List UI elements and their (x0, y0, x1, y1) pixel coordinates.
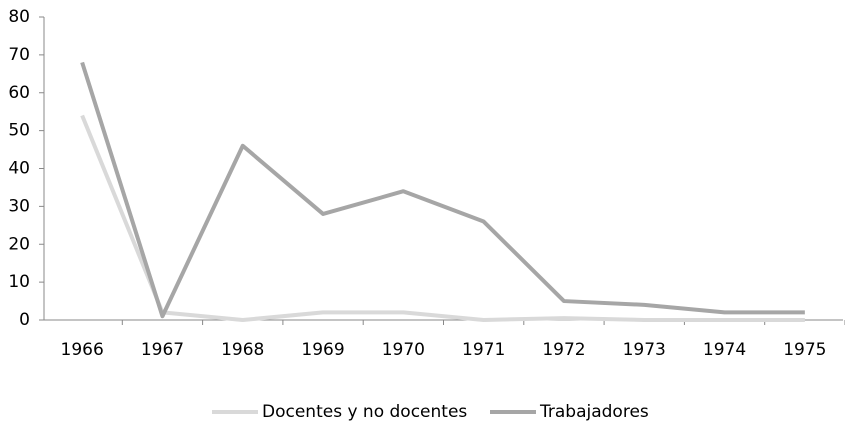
legend-label: Docentes y no docentes (262, 402, 467, 422)
x-tick-label: 1970 (382, 340, 425, 360)
y-tick-label: 0 (19, 310, 30, 330)
x-tick-label: 1968 (221, 340, 264, 360)
x-tick-label: 1966 (61, 340, 104, 360)
y-tick-label: 50 (8, 121, 30, 141)
y-tick-label: 70 (8, 45, 30, 65)
x-tick-label: 1971 (462, 340, 505, 360)
y-tick-label: 10 (8, 272, 30, 292)
x-tick-label: 1974 (703, 340, 746, 360)
x-tick-label: 1972 (542, 340, 585, 360)
y-tick-label: 20 (8, 234, 30, 254)
x-tick-label: 1973 (623, 340, 666, 360)
x-tick-label: 1975 (783, 340, 826, 360)
y-tick-label: 60 (8, 83, 30, 103)
y-tick-label: 40 (8, 159, 30, 179)
line-series (80, 61, 805, 319)
legend-label: Trabajadores (539, 402, 649, 422)
line-series (80, 114, 805, 322)
x-tick-label: 1967 (141, 340, 184, 360)
y-tick-label: 80 (8, 7, 30, 27)
x-tick-label: 1969 (301, 340, 344, 360)
y-tick-label: 30 (8, 196, 30, 216)
